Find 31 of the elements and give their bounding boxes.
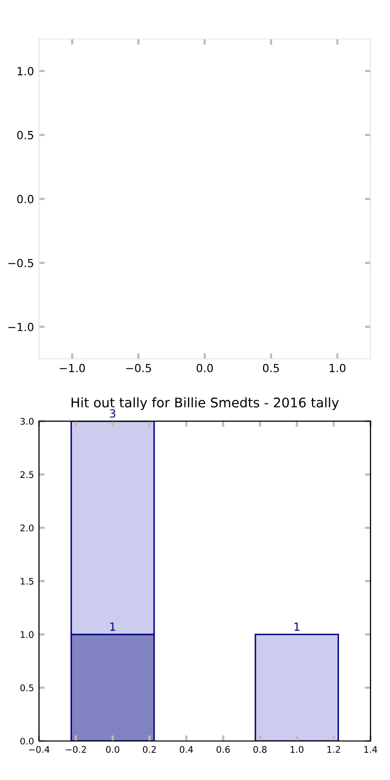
x-tick-label: 0.2 [142,746,156,753]
x-tick-label: −1.0 [60,364,85,372]
y-tick-label: 0.0 [20,738,34,745]
x-tick-label: 1.0 [290,746,304,753]
y-tick-label: −1.0 [8,322,34,332]
x-tick-label: 0.4 [180,746,194,753]
x-tick-label: −0.5 [126,364,151,372]
y-tick-label: 1.0 [20,631,34,638]
x-tick-label: 0.5 [262,364,279,372]
y-tick-label: 3.0 [20,418,34,425]
data-label: 1 [294,622,300,631]
y-tick-label: −0.5 [8,258,34,268]
x-tick-label: 0.8 [253,746,267,753]
y-tick-label: 2.0 [20,524,34,532]
y-tick-label: 2.5 [20,471,34,478]
x-tick-label: 1.2 [327,746,340,753]
x-tick-label: −0.4 [28,746,50,753]
y-tick-label: 0.0 [17,194,34,204]
x-tick-label: 0.0 [106,746,120,753]
x-tick-label: 1.0 [330,364,346,372]
total-label: 3 [110,409,116,418]
y-tick-label: 0.5 [17,130,34,140]
x-tick-label: 0.6 [216,746,230,753]
y-tick-label: 1.5 [20,578,34,585]
y-tick-label: 0.5 [20,684,34,692]
x-tick-label: 1.4 [364,746,378,753]
x-tick-label: −0.2 [66,746,86,753]
x-tick-label: 0.0 [196,364,213,372]
data-label: 1 [110,622,116,631]
chart-title: Hit out tally for Billie Smedts - 2016 tally [72,397,339,410]
y-tick-label: 1.0 [18,66,34,76]
